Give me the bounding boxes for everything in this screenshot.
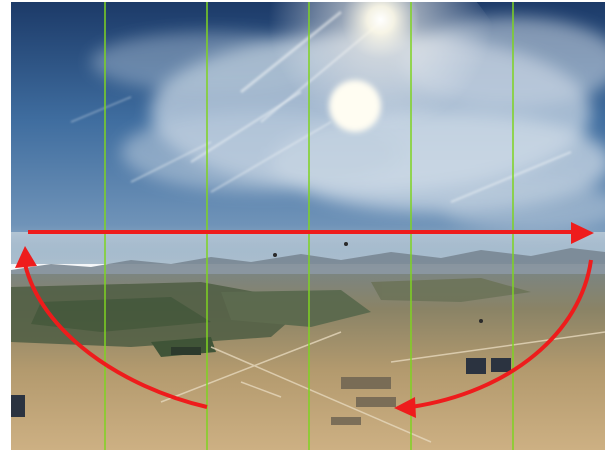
red-arrows [15, 222, 594, 418]
roads [160, 331, 605, 443]
sun [329, 80, 381, 132]
aerial-photo [11, 2, 605, 450]
curve-arrow-left-up-head [15, 246, 37, 268]
balloons [273, 242, 483, 323]
curve-arrow-right-down-head [394, 397, 416, 418]
sun-glow [195, 2, 515, 266]
curve-arrow-right-down [410, 259, 593, 409]
horizon-arrow-right-head [571, 222, 594, 244]
farmland [11, 278, 531, 357]
solar-panels [11, 347, 511, 417]
curve-arrow-left-up [23, 263, 208, 409]
guide-lines [104, 2, 514, 450]
town [331, 377, 396, 425]
